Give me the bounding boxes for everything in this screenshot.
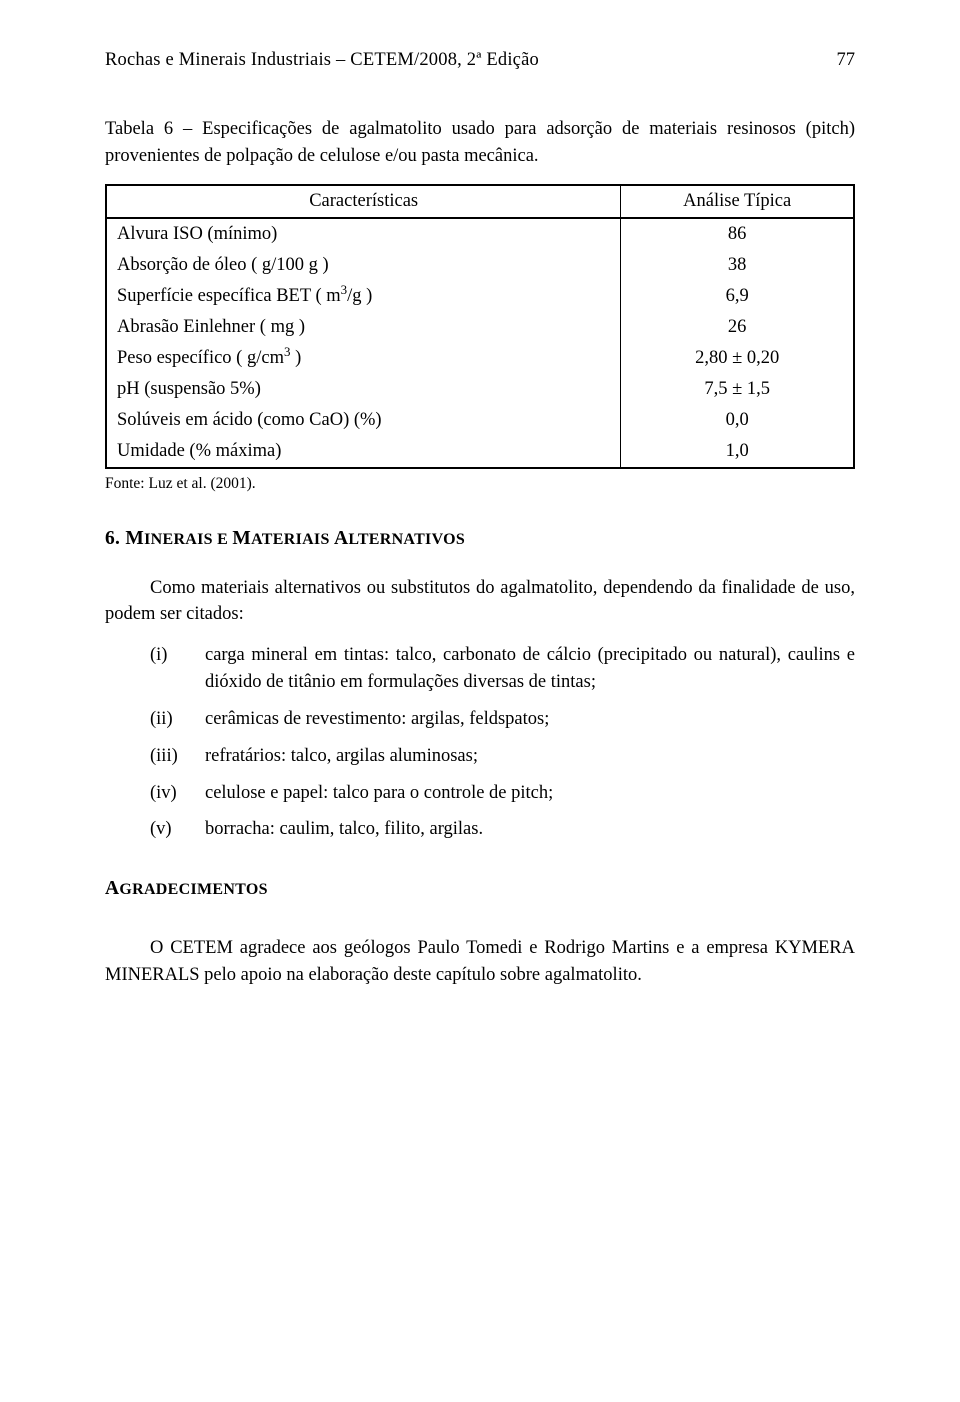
table-caption: Tabela 6 – Especificações de agalmatolit… [105,116,855,170]
header-title: Rochas e Minerais Industriais – CETEM/20… [105,50,539,71]
table-cell-value: 1,0 [621,436,854,468]
table-cell-label: Alvura ISO (mínimo) [106,218,621,250]
acknowledgments-heading: AGRADECIMENTOS [105,878,855,900]
table-row: Abrasão Einlehner ( mg )26 [106,312,854,343]
list-text: carga mineral em tintas: talco, carbonat… [205,642,855,696]
acknowledgments-body: O CETEM agradece aos geólogos Paulo Tome… [105,935,855,989]
table-row: Umidade (% máxima)1,0 [106,436,854,468]
list-item: (iv)celulose e papel: talco para o contr… [150,780,855,807]
section-6-heading: 6. MINERAIS E MATERIAIS ALTERNATIVOS [105,528,855,550]
table-cell-label: Absorção de óleo ( g/100 g ) [106,250,621,281]
table-cell-label: Solúveis em ácido (como CaO) (%) [106,405,621,436]
table-cell-label: Peso específico ( g/cm3 ) [106,343,621,374]
list-marker: (ii) [150,706,205,733]
table-cell-label: Umidade (% máxima) [106,436,621,468]
list-item: (ii)cerâmicas de revestimento: argilas, … [150,706,855,733]
list-text: refratários: talco, argilas aluminosas; [205,743,855,770]
list-marker: (iv) [150,780,205,807]
list-text: borracha: caulim, talco, filito, argilas… [205,816,855,843]
section-6-intro: Como materiais alternativos ou substitut… [105,575,855,629]
list-item: (iii)refratários: talco, argilas alumino… [150,743,855,770]
table-row: Solúveis em ácido (como CaO) (%)0,0 [106,405,854,436]
table-row: Peso específico ( g/cm3 )2,80 ± 0,20 [106,343,854,374]
table-cell-value: 38 [621,250,854,281]
section-number: 6. [105,528,120,549]
table-cell-value: 7,5 ± 1,5 [621,374,854,405]
table-cell-value: 2,80 ± 0,20 [621,343,854,374]
table-source: Fonte: Luz et al. (2001). [105,475,855,493]
list-item: (v)borracha: caulim, talco, filito, argi… [150,816,855,843]
table-cell-label: pH (suspensão 5%) [106,374,621,405]
table-cell-value: 86 [621,218,854,250]
list-item: (i)carga mineral em tintas: talco, carbo… [150,642,855,696]
list-text: celulose e papel: talco para o controle … [205,780,855,807]
table-cell-value: 0,0 [621,405,854,436]
list-marker: (iii) [150,743,205,770]
table-header-analysis: Análise Típica [621,185,854,218]
table-cell-label: Superfície específica BET ( m3/g ) [106,281,621,312]
page-number: 77 [837,50,856,71]
table-cell-value: 6,9 [621,281,854,312]
table-row: Alvura ISO (mínimo)86 [106,218,854,250]
list-marker: (v) [150,816,205,843]
spec-table: Características Análise Típica Alvura IS… [105,184,855,469]
table-row: Superfície específica BET ( m3/g )6,9 [106,281,854,312]
alternatives-list: (i)carga mineral em tintas: talco, carbo… [150,642,855,843]
list-marker: (i) [150,642,205,696]
table-header-characteristics: Características [106,185,621,218]
table-cell-label: Abrasão Einlehner ( mg ) [106,312,621,343]
table-row: pH (suspensão 5%)7,5 ± 1,5 [106,374,854,405]
section-title: MINERAIS E MATERIAIS ALTERNATIVOS [125,528,465,549]
table-body: Alvura ISO (mínimo)86Absorção de óleo ( … [106,218,854,468]
table-row: Absorção de óleo ( g/100 g )38 [106,250,854,281]
page-header: Rochas e Minerais Industriais – CETEM/20… [105,50,855,71]
table-cell-value: 26 [621,312,854,343]
list-text: cerâmicas de revestimento: argilas, feld… [205,706,855,733]
